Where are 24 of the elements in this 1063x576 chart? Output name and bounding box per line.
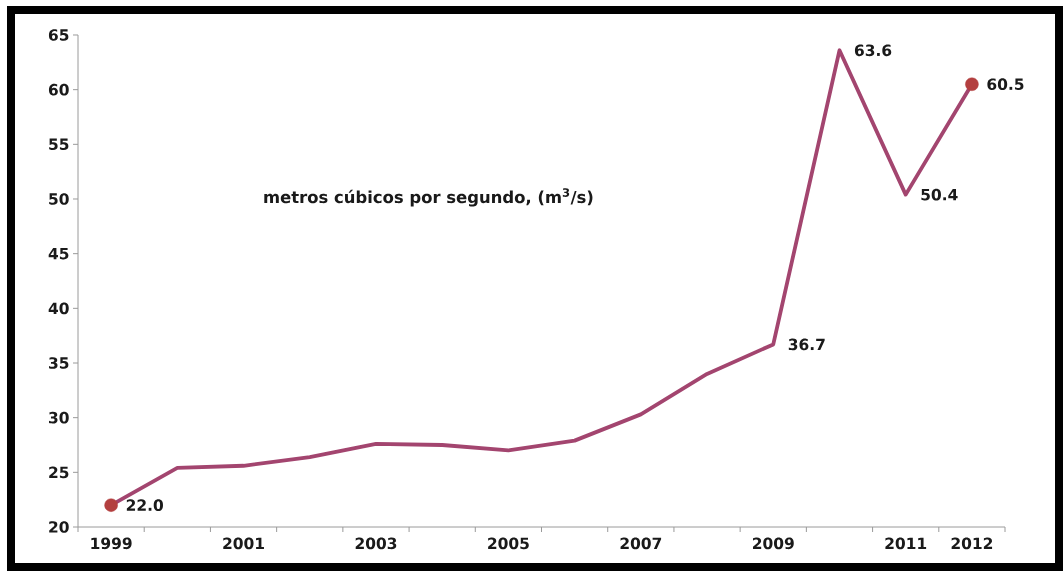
y-tick-label: 55 <box>49 138 69 151</box>
annotation: metros cúbicos por segundo, (m$^{3}$/s) <box>264 188 593 207</box>
x-tick-label: 2003 <box>355 537 397 550</box>
x-tick-label: 2012 <box>951 537 993 550</box>
y-tick-label: 65 <box>48 29 69 41</box>
data-label: 22.0 <box>126 499 163 511</box>
data-label: 63.6 <box>854 44 892 57</box>
x-tick-label: 1999 <box>91 537 132 550</box>
y-tick-label: 40 <box>48 302 69 315</box>
y-tick-label: 35 <box>49 357 69 369</box>
x-tick-label: 2005 <box>488 537 529 550</box>
data-label: 60.5 <box>987 78 1024 91</box>
y-tick-label: 20 <box>49 521 69 533</box>
y-tick-label: 30 <box>49 411 69 424</box>
x-tick-label: 2007 <box>620 537 662 550</box>
y-tick-label: 25 <box>49 466 69 479</box>
y-tick-label: 50 <box>49 193 69 205</box>
y-tick-label: 60 <box>48 83 69 96</box>
x-tick-label: 2011 <box>885 537 927 550</box>
x-tick-label: 2001 <box>223 537 264 550</box>
y-tick-label: 45 <box>48 247 69 260</box>
data-label: 50.4 <box>921 188 958 201</box>
data-label: 36.7 <box>788 338 825 351</box>
x-tick-label: 2009 <box>752 537 794 550</box>
